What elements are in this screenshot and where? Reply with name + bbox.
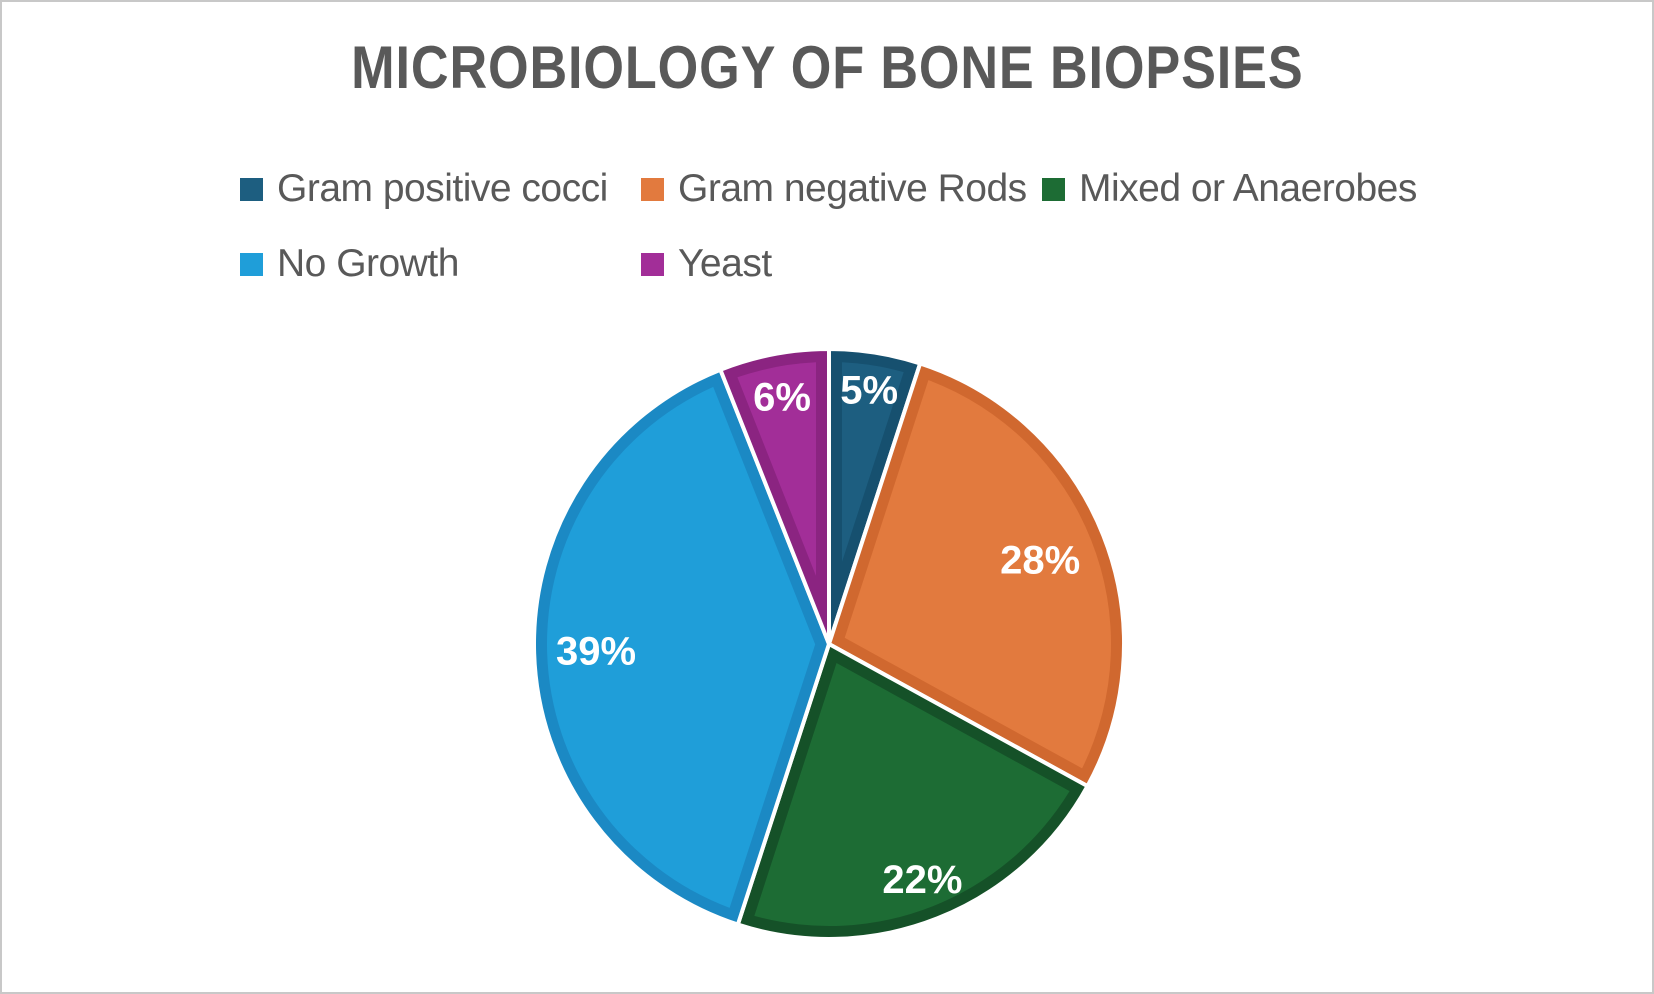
- legend-label: Gram negative Rods: [678, 167, 1027, 210]
- chart-title-text: MICROBIOLOGY OF BONE BIOPSIES: [350, 34, 1304, 101]
- pie-slice-label-yeast: 6%: [753, 376, 811, 420]
- legend-item-gram-negative-rods: Gram negative Rods: [641, 165, 1042, 213]
- pie-chart: 5% 28% 22% 39% 6%: [509, 324, 1149, 964]
- legend-label: Gram positive cocci: [277, 167, 608, 210]
- pie-slice-face-gram-negative-rods: [844, 380, 1111, 769]
- pie-slice-face-gram-positive-cocci: [842, 362, 904, 562]
- pie-slice-label-mixed-or-anaerobes: 22%: [882, 858, 962, 902]
- legend-item-mixed-or-anaerobes: Mixed or Anaerobes: [1042, 165, 1443, 213]
- pie-slice-face-no-growth: [547, 386, 816, 908]
- legend-swatch-icon: [240, 177, 263, 201]
- chart-title: MICROBIOLOGY OF BONE BIOPSIES: [2, 36, 1652, 100]
- legend-item-yeast: Yeast: [641, 240, 1042, 288]
- pie-slice-face-yeast: [737, 362, 816, 576]
- legend-label: No Growth: [277, 242, 459, 285]
- pie-chart-svg: 5% 28% 22% 39% 6%: [532, 347, 1126, 941]
- pie-slice-label-no-growth: 39%: [556, 629, 636, 673]
- pie-slice-label-gram-positive-cocci: 5%: [840, 369, 898, 413]
- chart-legend: Gram positive cocci Gram negative Rods Mix…: [240, 165, 1443, 288]
- legend-swatch-icon: [641, 177, 664, 201]
- legend-item-gram-positive-cocci: Gram positive cocci: [240, 165, 641, 213]
- legend-swatch-icon: [240, 252, 263, 276]
- legend-label: Mixed or Anaerobes: [1079, 167, 1417, 210]
- legend-label: Yeast: [678, 242, 772, 285]
- legend-swatch-icon: [641, 252, 664, 276]
- pie-slice-face-mixed-or-anaerobes: [754, 662, 1070, 926]
- pie-slice-label-gram-negative-rods: 28%: [1000, 538, 1080, 582]
- legend-item-no-growth: No Growth: [240, 240, 641, 288]
- legend-swatch-icon: [1042, 177, 1065, 201]
